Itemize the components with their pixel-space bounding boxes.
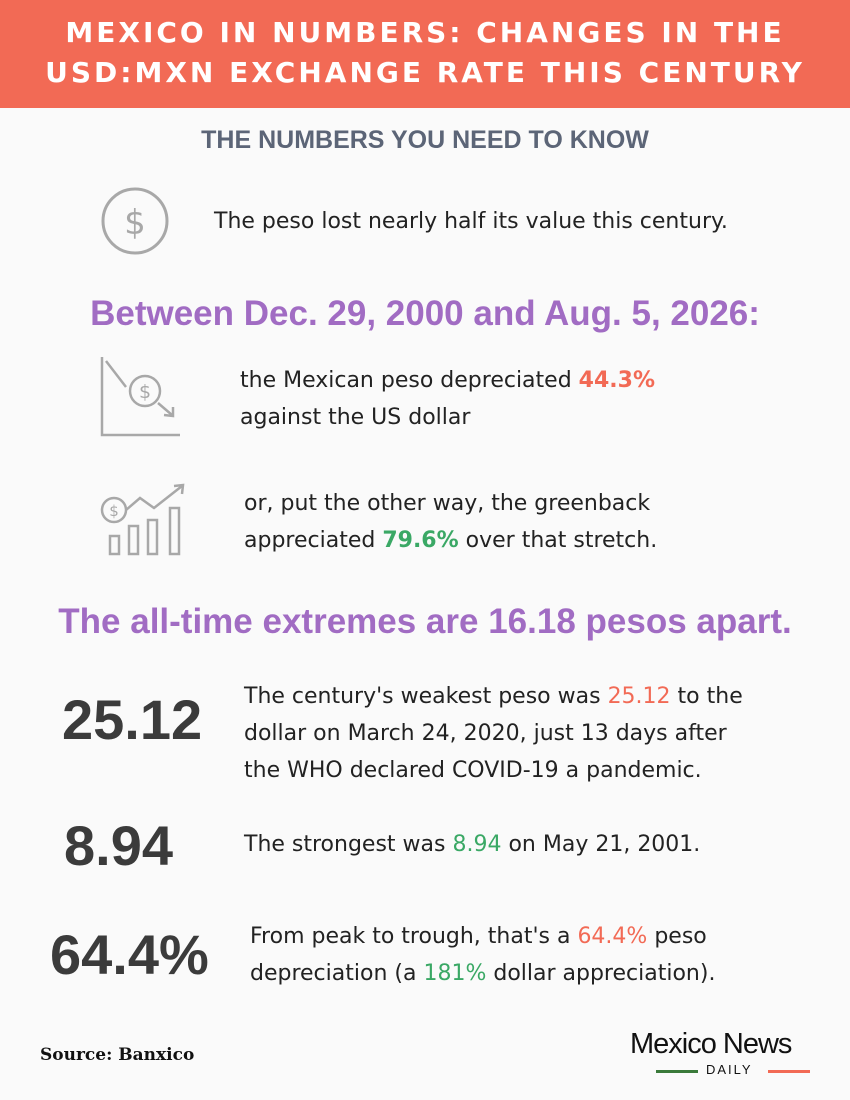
peak-text-2: peso (647, 924, 707, 949)
weakest-text-2: to the (670, 684, 743, 709)
peso-depreciation-peak-value: 64.4% (577, 924, 648, 949)
peak-text-1: From peak to trough, that's a (250, 924, 578, 949)
fact-peso-depreciation: the Mexican peso depreciated 44.3% again… (240, 362, 655, 436)
peso-depreciation-value: 44.3% (578, 368, 655, 393)
weakest-text-1: The century's weakest peso was (244, 684, 608, 709)
peak-to-trough-description: From peak to trough, that's a 64.4% peso… (250, 918, 715, 992)
dollar-circle-icon: $ (100, 186, 170, 260)
strongest-text-1: The strongest was (244, 832, 453, 857)
svg-text:$: $ (109, 502, 119, 520)
strongest-rate-figure: 8.94 (64, 814, 173, 877)
weakest-text-4: the WHO declared COVID-19 a pandemic. (244, 758, 702, 783)
weakest-text-3: dollar on March 24, 2020, just 13 days a… (244, 721, 727, 746)
declining-dollar-chart-icon: $ (98, 355, 183, 444)
peak-text-3: depreciation (a (250, 961, 424, 986)
title-banner: MEXICO IN NUMBERS: CHANGES IN THE USD:MX… (0, 0, 850, 108)
svg-text:$: $ (139, 381, 151, 403)
dollar-appreciation-value: 79.6% (382, 528, 459, 553)
weakest-rate-description: The century's weakest peso was 25.12 to … (244, 678, 743, 789)
section-subheading: THE NUMBERS YOU NEED TO KNOW (201, 126, 649, 154)
extremes-heading: The all-time extremes are 16.18 pesos ap… (58, 602, 792, 641)
fact-dollar-appreciation: or, put the other way, the greenback app… (244, 485, 657, 559)
rising-dollar-bar-chart-icon: $ (98, 480, 188, 564)
strongest-rate-value: 8.94 (452, 832, 502, 857)
fact-peso-value: The peso lost nearly half its value this… (214, 209, 728, 234)
peak-text-4: dollar appreciation). (486, 961, 716, 986)
strongest-text-2: on May 21, 2001. (501, 832, 701, 857)
logo-sub: DAILY (706, 1062, 753, 1077)
dollar-appreciation-peak-value: 181% (423, 961, 487, 986)
fact-peso-depreciation-text: the Mexican peso depreciated (240, 368, 579, 393)
fact-peso-depreciation-text-2: against the US dollar (240, 405, 471, 430)
peak-to-trough-figure: 64.4% (50, 923, 209, 986)
fact-dollar-appreciation-text: or, put the other way, the greenback (244, 491, 651, 516)
weakest-rate-value: 25.12 (607, 684, 671, 709)
title-line-1: MEXICO IN NUMBERS: CHANGES IN THE (65, 16, 785, 49)
fact-dollar-appreciation-text-3: over that stretch. (458, 528, 658, 553)
mexico-news-daily-logo: Mexico News DAILY (630, 1028, 820, 1080)
source-credit: Source: Banxico (40, 1045, 195, 1065)
weakest-rate-figure: 25.12 (62, 688, 203, 751)
logo-name: Mexico News (630, 1028, 792, 1060)
strongest-rate-description: The strongest was 8.94 on May 21, 2001. (244, 826, 700, 863)
fact-dollar-appreciation-text-2: appreciated (244, 528, 383, 553)
svg-text:$: $ (124, 203, 146, 243)
date-range-heading: Between Dec. 29, 2000 and Aug. 5, 2026: (90, 294, 760, 333)
title-line-2: USD:MXN EXCHANGE RATE THIS CENTURY (45, 56, 805, 89)
